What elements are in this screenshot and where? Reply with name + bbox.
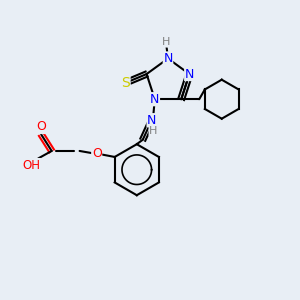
Text: OH: OH	[22, 159, 40, 172]
Text: N: N	[185, 68, 194, 80]
Text: N: N	[163, 52, 173, 65]
Text: H: H	[162, 37, 171, 47]
Text: O: O	[92, 148, 102, 160]
Text: N: N	[147, 114, 157, 127]
Text: N: N	[150, 93, 160, 106]
Text: H: H	[149, 126, 158, 136]
Text: O: O	[36, 121, 46, 134]
Text: S: S	[121, 76, 130, 90]
